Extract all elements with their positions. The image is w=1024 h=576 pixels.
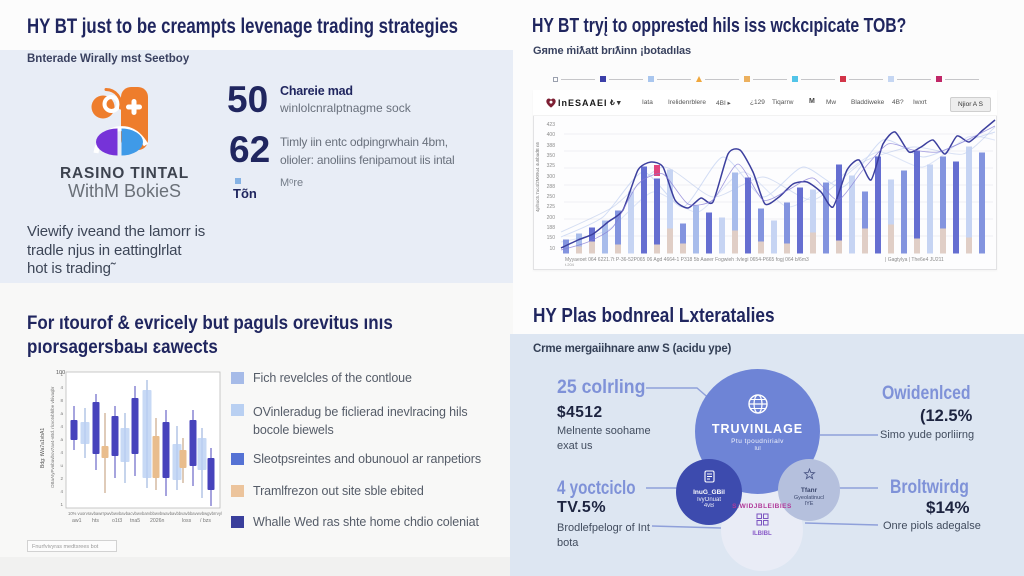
svg-text:350: 350 [547,153,556,159]
svg-text:10: 10 [549,246,555,252]
svg-text:Bdg: tWa7a1vbA1: Bdg: tWa7a1vbA1 [40,428,46,468]
svg-text:hts: hts [92,518,99,524]
svg-text:325: 325 [547,163,556,169]
svg-text:2026n: 2026n [150,518,165,524]
svg-text:250: 250 [547,194,556,200]
svg-text:388: 388 [547,143,556,149]
svg-text:1: 1 [60,502,63,507]
svg-text:o1t3: o1t3 [112,518,122,524]
svg-text:u: u [60,463,63,468]
svg-text:423: 423 [547,122,556,128]
svg-text:Myyaeoet 064 6221.7t P-36-52P0: Myyaeoet 064 6221.7t P-36-52P065 06 Agd … [565,257,809,263]
svg-text:4: 4 [60,385,63,390]
svg-text:225: 225 [547,204,556,210]
svg-text:200: 200 [547,215,556,221]
svg-text:a: a [60,437,63,442]
svg-text:4: 4 [60,489,63,494]
svg-text:1: 1 [60,372,63,377]
svg-text:8: 8 [60,398,63,403]
svg-text:| Gagtylya | The6e4 JU211: | Gagtylya | The6e4 JU211 [885,257,944,263]
svg-text:188: 188 [547,225,556,231]
svg-text:150: 150 [547,235,556,241]
svg-text:288: 288 [547,184,556,190]
svg-text:100: 100 [56,370,65,376]
svg-text:aw1: aw1 [72,518,82,524]
svg-text:2: 2 [60,476,63,481]
svg-text:tna5: tna5 [130,518,140,524]
svg-text:10% vuorvravbawrrpwvbwvbavbacv: 10% vuorvravbawrrpwvbwvbavbacvbwvbarvbbw… [68,511,223,516]
svg-text:t.204: t.204 [565,262,575,267]
svg-text:a: a [60,411,63,416]
svg-text:4: 4 [60,424,63,429]
svg-text:/ bzs: / bzs [200,518,211,524]
svg-text:OBaAtyPvnbavbov7av4-vBd. rlcvo: OBaAtyPvnbavbov7av4-vBd. rlcvotvbhlbe vb… [50,386,55,488]
svg-text:300: 300 [547,174,556,180]
svg-text:4: 4 [60,450,63,455]
svg-text:loss: loss [182,518,192,524]
svg-text:4p/5uc5.7uc4/2M09u4 4u5badB n5: 4p/5uc5.7uc4/2M09u4 4u5badB n5 [535,141,540,212]
svg-text:400: 400 [547,132,556,138]
